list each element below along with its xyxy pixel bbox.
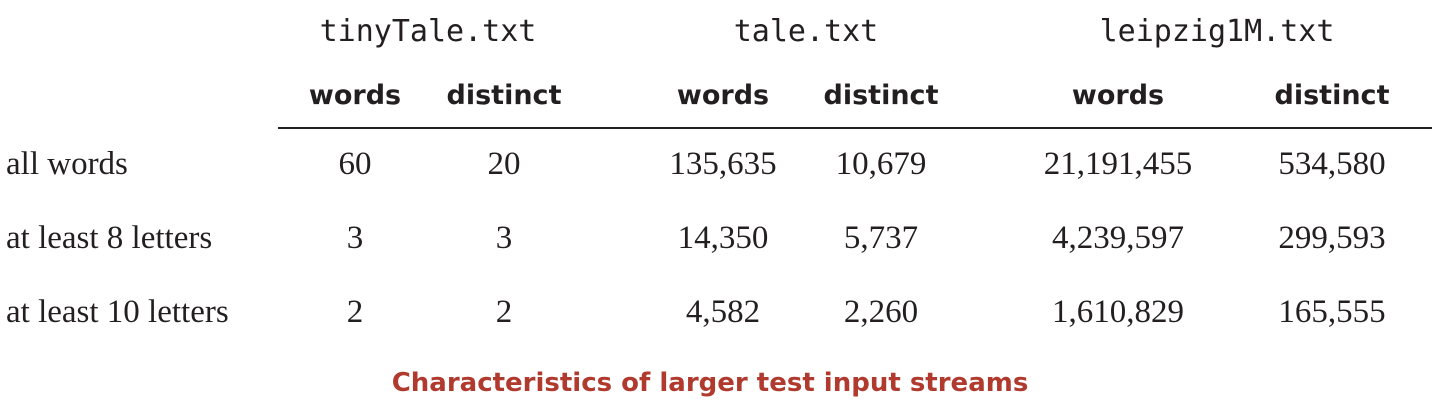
subheader-words: words [308,80,402,111]
subheader-words: words [676,80,770,111]
table-cell: 4,239,597 [1052,220,1184,256]
table-cell: 20 [487,146,521,182]
subheader-words: words [1071,80,1165,111]
figure-caption: Characteristics of larger test input str… [391,368,1029,398]
table-cell: 299,593 [1278,220,1386,256]
header-rule [278,127,1432,129]
table-cell: 1,610,829 [1052,294,1184,330]
table-cell: 135,635 [669,146,777,182]
file-header-leipzig1m: leipzig1M.txt [1099,14,1335,49]
table-cell: 14,350 [677,220,769,256]
subheader-distinct: distinct [823,80,939,111]
table-cell: 10,679 [835,146,927,182]
row-label: at least 10 letters [6,294,229,330]
table-cell: 2 [346,294,364,330]
table-cell: 534,580 [1278,146,1386,182]
row-label: all words [6,146,128,182]
table-cell: 5,737 [843,220,919,256]
table-cell: 3 [346,220,364,256]
subheader-distinct: distinct [446,80,562,111]
table-cell: 2 [495,294,513,330]
file-header-tinytale: tinyTale.txt [319,14,537,49]
table-cell: 4,582 [685,294,761,330]
row-label: at least 8 letters [6,220,213,256]
table-cell: 60 [338,146,372,182]
subheader-distinct: distinct [1274,80,1390,111]
table-cell: 165,555 [1278,294,1386,330]
table-cell: 2,260 [843,294,919,330]
file-header-tale: tale.txt [733,14,879,49]
table-cell: 21,191,455 [1043,146,1193,182]
table-cell: 3 [495,220,513,256]
